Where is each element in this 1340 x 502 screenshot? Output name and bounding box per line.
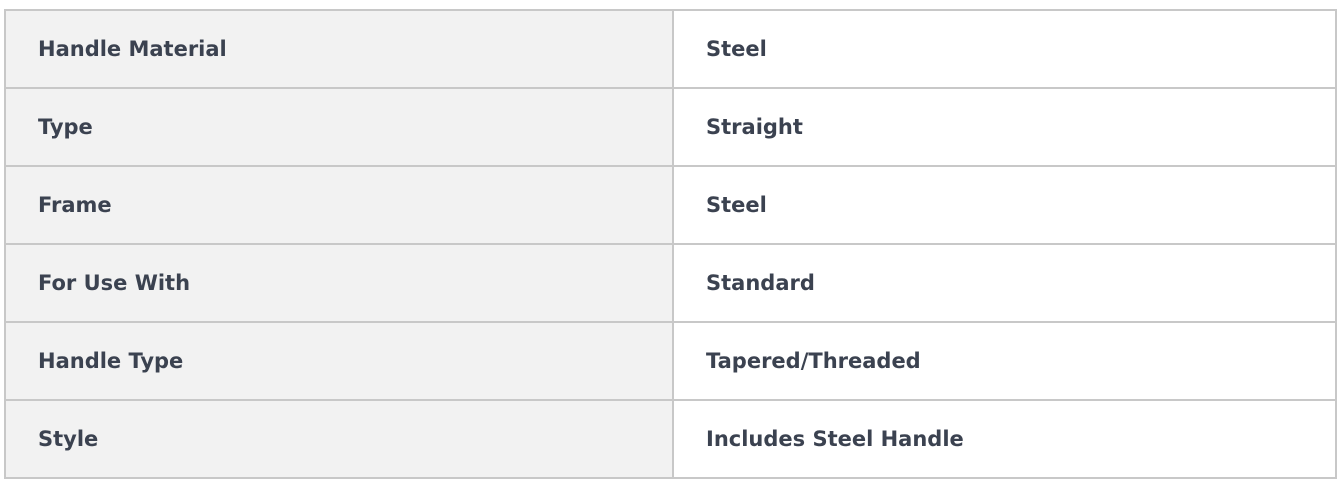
spec-label: Handle Material: [4, 9, 674, 89]
spec-label: Frame: [4, 165, 674, 245]
table-row: Style Includes Steel Handle: [4, 399, 1337, 479]
spec-label: Handle Type: [4, 321, 674, 401]
spec-value: Includes Steel Handle: [672, 399, 1337, 479]
spec-value: Steel: [672, 165, 1337, 245]
table-row: Frame Steel: [4, 165, 1337, 245]
table-row: Handle Material Steel: [4, 9, 1337, 89]
spec-label: For Use With: [4, 243, 674, 323]
table-row: For Use With Standard: [4, 243, 1337, 323]
spec-label: Style: [4, 399, 674, 479]
table-row: Type Straight: [4, 87, 1337, 167]
specifications-table: Handle Material Steel Type Straight Frame Ste…: [4, 9, 1337, 479]
spec-value: Tapered/Threaded: [672, 321, 1337, 401]
spec-value: Standard: [672, 243, 1337, 323]
spec-label: Type: [4, 87, 674, 167]
table-row: Handle Type Tapered/Threaded: [4, 321, 1337, 401]
spec-value: Steel: [672, 9, 1337, 89]
spec-value: Straight: [672, 87, 1337, 167]
